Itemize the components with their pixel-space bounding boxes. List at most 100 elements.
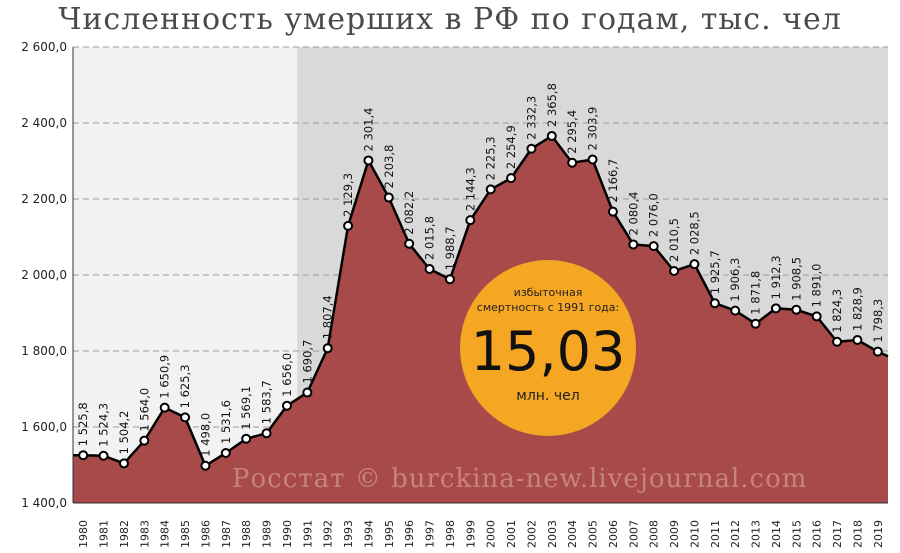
x-tick-label: 2014 xyxy=(770,520,783,548)
badge-value: 15,03 xyxy=(470,320,626,383)
data-label: 2 365,8 xyxy=(545,83,559,127)
x-tick-label: 1988 xyxy=(240,520,253,548)
excess-mortality-badge: избыточная смертность с 1991 года: 15,03… xyxy=(460,260,636,436)
x-tick-label: 1982 xyxy=(118,520,131,548)
data-label: 1 908,5 xyxy=(789,257,803,301)
data-point xyxy=(220,447,231,458)
x-tick-label: 2018 xyxy=(851,520,864,548)
data-label: 2 301,4 xyxy=(361,108,375,152)
x-tick-label: 1985 xyxy=(179,520,192,548)
x-tick-label: 2006 xyxy=(607,520,620,548)
data-label: 1 925,7 xyxy=(708,250,722,294)
data-point xyxy=(648,241,659,252)
x-tick-label: 2009 xyxy=(668,520,681,548)
data-label: 1 988,7 xyxy=(443,226,457,270)
x-tick-label: 2005 xyxy=(587,520,600,548)
x-tick-label: 2002 xyxy=(525,520,538,548)
x-tick-label: 2013 xyxy=(750,520,763,548)
x-tick-label: 2008 xyxy=(648,520,661,548)
y-tick-labels: 1 400,0 1 600,0 1 800,0 2 000,0 2 200,0 2 400… xyxy=(21,40,67,510)
x-tick-label: 1998 xyxy=(444,520,457,548)
data-point xyxy=(363,155,374,166)
x-tick-label: 1990 xyxy=(281,520,294,548)
data-label: 1 871,8 xyxy=(749,271,763,315)
data-point xyxy=(302,387,313,398)
data-label: 2 028,5 xyxy=(687,211,701,255)
data-points xyxy=(78,130,883,471)
x-tick-label: 2001 xyxy=(505,520,518,548)
data-point xyxy=(485,184,496,195)
x-tick-label: 2017 xyxy=(831,520,844,548)
x-tick-label: 1993 xyxy=(342,520,355,548)
source-credit: Росстат © burckina-new.livejournal.com xyxy=(232,464,808,494)
badge-caption-line1: избыточная xyxy=(513,286,583,299)
data-point xyxy=(567,157,578,168)
data-point xyxy=(98,450,109,461)
data-point xyxy=(322,343,333,354)
data-point xyxy=(241,433,252,444)
x-tick-label: 1983 xyxy=(138,520,151,548)
data-label: 2 144,3 xyxy=(463,167,477,211)
data-label: 2 203,8 xyxy=(382,145,396,189)
x-tick-label: 2007 xyxy=(627,520,640,548)
x-tick-label: 1995 xyxy=(383,520,396,548)
x-tick-labels: 1980 1981 1982 1983 1984 1985 1986 1987 1988 1989… xyxy=(77,520,885,548)
gridlines xyxy=(73,46,888,428)
x-tick-label: 2010 xyxy=(688,520,701,548)
data-point xyxy=(791,304,802,315)
data-label: 2 129,3 xyxy=(341,173,355,217)
data-point xyxy=(465,215,476,226)
x-tick-label: 2012 xyxy=(729,520,742,548)
data-label: 2 076,0 xyxy=(647,193,661,237)
data-point xyxy=(770,303,781,314)
data-labels: 1 525,8 1 524,3 1 504,2 1 564,0 1 650,9 1 625… xyxy=(76,83,885,457)
data-label: 1 656,0 xyxy=(280,353,294,397)
data-label: 1 564,0 xyxy=(137,388,151,432)
data-point xyxy=(546,130,557,141)
data-label: 2 166,7 xyxy=(606,159,620,203)
data-point xyxy=(730,305,741,316)
badge-caption-line2: смертность с 1991 года: xyxy=(476,301,620,314)
x-tick-label: 2004 xyxy=(566,520,579,548)
x-tick-label: 1986 xyxy=(199,520,212,548)
data-point xyxy=(852,335,863,346)
data-label: 2 332,3 xyxy=(524,96,538,140)
x-tick-label: 1996 xyxy=(403,520,416,548)
data-point xyxy=(526,143,537,154)
x-tick-label: 1994 xyxy=(362,520,375,548)
data-label: 1 625,3 xyxy=(178,364,192,408)
data-point xyxy=(689,259,700,270)
data-point xyxy=(281,400,292,411)
data-label: 1 569,1 xyxy=(239,386,253,430)
x-tick-label: 1991 xyxy=(301,520,314,548)
y-tick-label: 1 600,0 xyxy=(21,420,67,434)
data-label: 1 525,8 xyxy=(76,402,90,446)
data-point xyxy=(139,435,150,446)
data-point xyxy=(607,206,618,217)
data-label: 1 650,9 xyxy=(158,355,172,399)
data-point xyxy=(261,428,272,439)
data-point xyxy=(872,346,883,357)
data-label: 2 295,4 xyxy=(565,110,579,154)
y-tick-label: 2 200,0 xyxy=(21,192,67,206)
data-label: 1 891,0 xyxy=(810,264,824,308)
y-tick-label: 2 400,0 xyxy=(21,116,67,130)
data-point xyxy=(444,274,455,285)
x-tick-label: 2015 xyxy=(790,520,803,548)
data-label: 1 798,3 xyxy=(871,299,885,343)
data-point xyxy=(180,412,191,423)
data-label: 1 531,6 xyxy=(219,400,233,444)
x-tick-label: 1980 xyxy=(77,520,90,548)
badge-unit: млн. чел xyxy=(516,388,580,404)
data-label: 1 690,7 xyxy=(300,340,314,384)
y-tick-label: 2 600,0 xyxy=(21,40,67,54)
x-tick-label: 1992 xyxy=(322,520,335,548)
data-label: 2 225,3 xyxy=(484,136,498,180)
chart-title: Численность умерших в РФ по годам, тыс. … xyxy=(58,2,842,37)
data-point xyxy=(628,239,639,250)
data-point xyxy=(750,318,761,329)
x-tick-label: 2011 xyxy=(709,520,722,548)
data-point xyxy=(424,263,435,274)
x-tick-label: 1987 xyxy=(220,520,233,548)
data-label: 2 080,4 xyxy=(626,192,640,236)
